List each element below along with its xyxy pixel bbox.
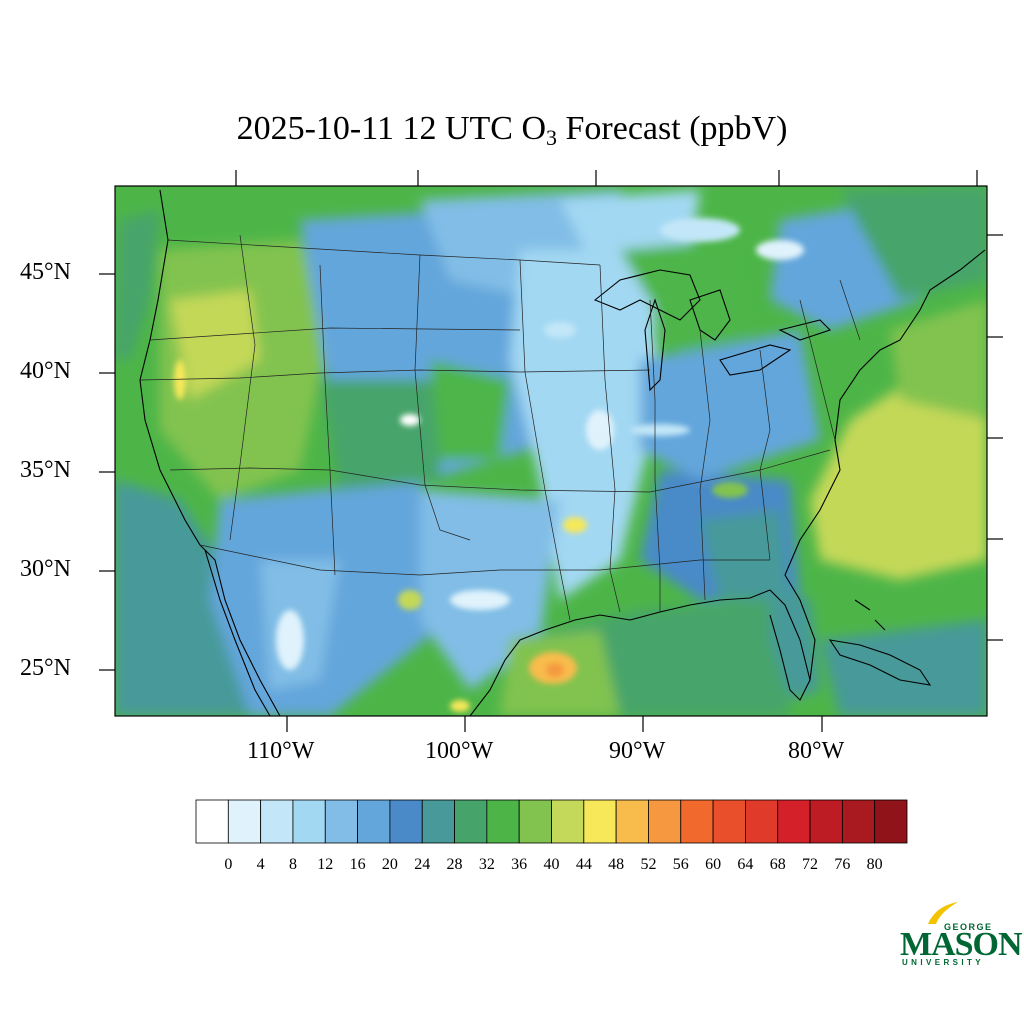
lat-label-30: 30°N — [20, 556, 71, 582]
colorbar-tick-label: 28 — [446, 856, 463, 873]
lon-label-90: 90°W — [609, 738, 666, 764]
colorbar-swatch — [551, 799, 585, 844]
top-ticks — [235, 170, 978, 186]
colorbar-tick-label: 80 — [866, 856, 883, 873]
colorbar — [195, 799, 908, 844]
colorbar-tick-label: 16 — [349, 856, 366, 873]
colorbar-swatch — [841, 799, 876, 844]
colorbar-tick-label: 24 — [414, 856, 431, 873]
colorbar-swatch — [583, 799, 617, 844]
colorbar-tick-label: 40 — [543, 856, 560, 873]
title-prefix: 2025-10-11 12 UTC O — [236, 110, 547, 147]
colorbar-tick-label: 4 — [256, 856, 265, 873]
colorbar-tick-label: 60 — [705, 856, 722, 873]
colorbar-swatch — [712, 799, 746, 844]
lon-label-110: 110°W — [247, 738, 315, 764]
colorbar-tick-label: 32 — [478, 856, 495, 873]
colorbar-swatch — [615, 799, 649, 844]
lat-label-40: 40°N — [20, 358, 71, 384]
colorbar-swatch — [227, 799, 262, 844]
colorbar-swatch — [454, 799, 488, 844]
colorbar-swatch — [195, 799, 229, 844]
colorbar-tick-label: 68 — [769, 856, 786, 873]
title-subscript: 3 — [546, 125, 558, 150]
colorbar-swatch — [874, 799, 908, 844]
colorbar-swatch — [421, 799, 455, 844]
colorbar-tick-label: 64 — [737, 856, 754, 873]
colorbar-swatch — [260, 799, 294, 844]
colorbar-tick-label: 48 — [608, 856, 625, 873]
colorbar-tick-label: 52 — [640, 856, 657, 873]
logo-university: UNIVERSITY — [902, 958, 985, 967]
bottom-ticks — [286, 716, 823, 732]
colorbar-tick-label: 72 — [802, 856, 819, 873]
coastlines — [139, 189, 986, 716]
lat-label-25: 25°N — [20, 655, 71, 681]
colorbar-tick-label: 12 — [317, 856, 334, 873]
colorbar-tick-label: 36 — [511, 856, 528, 873]
lon-label-80: 80°W — [788, 738, 845, 764]
colorbar-tick-label: 56 — [672, 856, 689, 873]
colorbar-tick-label: 0 — [224, 856, 233, 873]
left-ticks — [99, 273, 115, 671]
state-borders — [139, 234, 861, 621]
logo-mason: MASON — [900, 926, 1023, 963]
colorbar-swatch — [745, 799, 779, 844]
map-frame — [114, 185, 988, 717]
colorbar-swatch — [777, 799, 811, 844]
lat-label-35: 35°N — [20, 457, 71, 483]
colorbar-swatch — [809, 799, 843, 844]
colorbar-tick-label: 44 — [575, 856, 592, 873]
map-title: 2025-10-11 12 UTC O3 Forecast (ppbV) — [0, 110, 1024, 151]
concentration-field — [115, 186, 987, 716]
colorbar-swatch — [292, 799, 326, 844]
lat-label-45: 45°N — [20, 259, 71, 285]
logo-swoosh-icon — [928, 902, 958, 924]
colorbar-swatch — [357, 799, 391, 844]
colorbar-tick-label: 8 — [288, 856, 297, 873]
lon-label-100: 100°W — [425, 738, 494, 764]
colorbar-swatch — [680, 799, 714, 844]
colorbar-tick-label: 76 — [834, 856, 851, 873]
title-suffix: Forecast (ppbV) — [557, 110, 788, 147]
colorbar-tick-label: 20 — [381, 856, 398, 873]
logo-george: GEORGE — [944, 922, 993, 932]
colorbar-swatch — [389, 799, 423, 844]
colorbar-swatch — [486, 799, 520, 844]
colorbar-swatch — [648, 799, 682, 844]
right-ticks — [987, 234, 1003, 641]
gmu-logo: GEORGE MASON UNIVERSITY — [898, 900, 1023, 970]
colorbar-swatch — [518, 799, 552, 844]
colorbar-swatch — [324, 799, 358, 844]
